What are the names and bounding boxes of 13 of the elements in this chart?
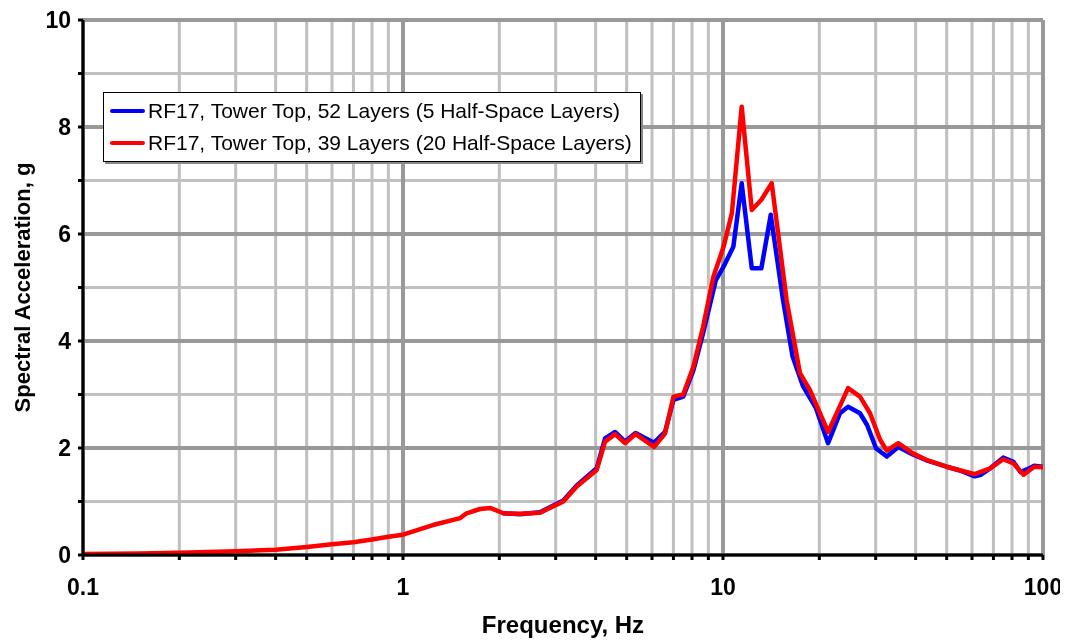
x-tick-label: 0.1	[67, 574, 100, 600]
y-tick-label: 0	[58, 542, 71, 568]
y-tick-label: 6	[58, 221, 71, 247]
y-tick-label: 4	[58, 328, 72, 354]
x-tick-label: 1	[396, 574, 410, 600]
y-tick-label: 8	[58, 114, 72, 140]
x-axis-title: Frequency, Hz	[481, 610, 645, 638]
x-tick-label: 10	[710, 574, 736, 600]
y-tick-label: 2	[58, 435, 71, 461]
legend-label: RF17, Tower Top, 39 Layers (20 Half-Space Layers)	[148, 130, 632, 156]
y-tick-label: 10	[45, 7, 71, 33]
legend-label: RF17, Tower Top, 52 Layers (5 Half-Space Layers)	[148, 98, 620, 124]
y-axis-title: Spectral Acceleration, g	[9, 162, 35, 413]
